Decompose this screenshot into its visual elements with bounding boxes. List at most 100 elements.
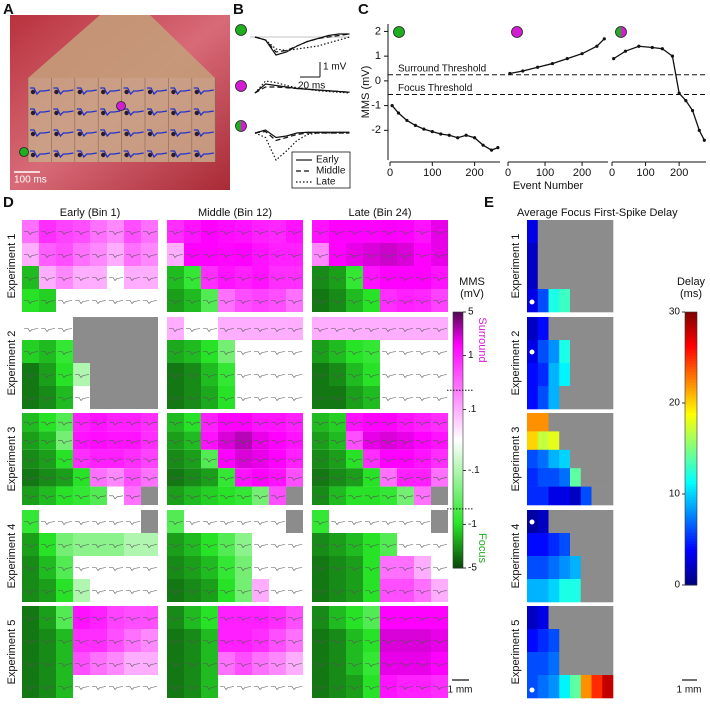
heatmap-cell <box>201 413 218 432</box>
heatmap-cell <box>184 289 201 312</box>
array-trace <box>170 108 191 117</box>
colorbar-segment <box>453 466 463 469</box>
heatmap-cell <box>90 486 107 505</box>
colorbar-segment <box>453 410 463 413</box>
heatmap-cell <box>397 289 414 312</box>
cell-trace <box>220 351 235 355</box>
cell-trace <box>203 397 218 401</box>
colorbar-segment <box>685 396 697 400</box>
row-label: Experiment 5 <box>510 620 522 685</box>
colorbar-tick-label: .1 <box>468 404 477 415</box>
heatmap-cell <box>167 486 184 505</box>
cell-trace <box>237 421 252 426</box>
cell-trace <box>382 521 397 525</box>
cell-trace <box>92 277 107 281</box>
heatmap-cell <box>397 579 414 602</box>
heatmap-cell <box>218 579 235 602</box>
heatmap-cell <box>56 629 73 652</box>
delay-cell <box>527 386 539 410</box>
heatmap-cell <box>312 340 329 363</box>
colorbar-segment <box>453 448 463 451</box>
delay-cell <box>591 220 603 244</box>
delay-cell <box>602 431 614 451</box>
delay-cell <box>527 652 539 676</box>
heatmap-cell <box>346 413 363 432</box>
cell-trace <box>416 421 431 426</box>
colorbar-segment <box>453 548 463 551</box>
colorbar-segment <box>453 336 463 339</box>
delay-cell <box>591 340 603 364</box>
array-trace <box>100 108 121 117</box>
delay-cell <box>591 629 603 653</box>
delay-cell <box>537 449 549 469</box>
colorbar-segment <box>685 320 697 324</box>
colorbar-segment <box>453 446 463 449</box>
heatmap-cell <box>235 533 252 556</box>
colorbar-segment <box>453 354 463 357</box>
y-axis-label: MMS (mV) <box>360 66 372 119</box>
cell-trace <box>288 458 303 463</box>
heatmap-cell <box>312 363 329 386</box>
array-electrode <box>101 89 106 95</box>
cell-trace <box>271 328 286 332</box>
array-electrode <box>194 152 199 158</box>
cell-trace <box>254 640 269 644</box>
cell-trace <box>58 351 73 355</box>
cell-trace <box>416 617 431 621</box>
heatmap-cell <box>397 413 414 432</box>
heatmap-cell <box>167 606 184 629</box>
heatmap-cell <box>90 579 107 602</box>
heatmap-cell <box>201 289 218 312</box>
delay-cell <box>580 629 592 653</box>
mms-point <box>521 69 525 73</box>
heatmap-cell <box>73 629 90 652</box>
colorbar-segment <box>685 407 697 411</box>
colorbar-segment <box>453 468 463 471</box>
cell-trace <box>314 351 329 355</box>
cell-trace <box>203 351 218 355</box>
heatmap-cell <box>235 486 252 505</box>
cell-trace <box>203 421 218 426</box>
cell-trace <box>220 277 235 281</box>
mms-point <box>413 123 417 127</box>
delay-cell <box>591 675 603 699</box>
delay-cell <box>591 363 603 387</box>
delay-cell <box>527 606 539 630</box>
cell-trace <box>75 477 90 481</box>
cell-trace <box>220 254 235 258</box>
colorbar-tick-label: -5 <box>468 563 477 574</box>
cell-trace <box>433 617 448 621</box>
heatmap-cell <box>56 556 73 579</box>
heatmap-cell <box>201 386 218 409</box>
colorbar-segment <box>685 448 697 452</box>
heatmap-cell <box>73 289 90 312</box>
cell-trace <box>314 617 329 621</box>
y-tick-label: -1 <box>371 100 381 112</box>
heatmap-cell <box>124 606 141 629</box>
colorbar-segment <box>685 473 697 477</box>
heatmap-cell <box>39 486 56 505</box>
delay-cell <box>580 266 592 290</box>
heatmap-cell <box>269 449 286 469</box>
colorbar-segment <box>685 415 697 419</box>
delay-cell <box>548 510 560 534</box>
delay-cell <box>548 675 560 699</box>
heatmap-cell <box>414 340 431 363</box>
cell-trace <box>271 640 286 644</box>
heatmap-cell <box>124 675 141 698</box>
colorbar-segment <box>685 429 697 433</box>
array-electrode <box>171 110 176 116</box>
heatmap-cell <box>329 468 346 487</box>
heatmap-cell <box>107 486 124 505</box>
heatmap-cell <box>252 220 269 243</box>
cell-trace <box>24 663 39 667</box>
heatmap-cell <box>414 386 431 409</box>
colorbar-segment <box>685 344 697 348</box>
colorbar-segment <box>685 314 697 318</box>
heatmap-cell <box>39 413 56 432</box>
heatmap-cell <box>235 629 252 652</box>
heatmap-cell <box>73 533 90 556</box>
cell-trace <box>24 397 39 401</box>
cell-trace <box>365 567 380 571</box>
cell-trace <box>348 374 363 378</box>
